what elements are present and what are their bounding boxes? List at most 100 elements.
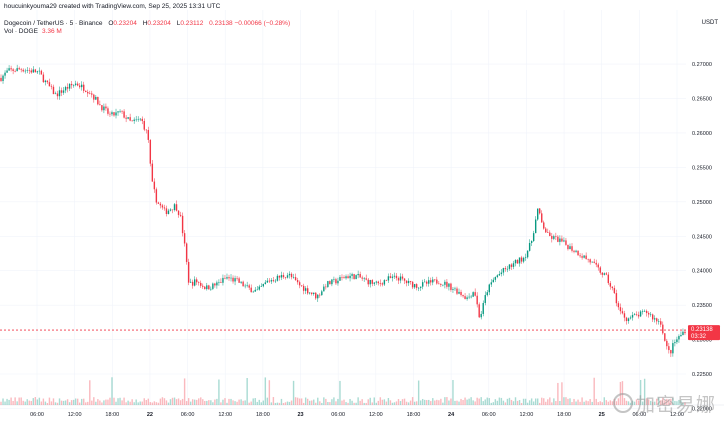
volume-bar [605, 400, 608, 405]
volume-bar [593, 377, 595, 405]
candle-body [4, 72, 6, 76]
volume-bar [498, 397, 501, 405]
candle-body [407, 280, 410, 284]
volume-bar [135, 399, 137, 405]
candle-body [135, 119, 137, 121]
volume-bar [488, 398, 490, 405]
candle-body [240, 281, 242, 283]
candle-body [163, 207, 166, 209]
candle-body [298, 282, 301, 286]
candle-body [379, 283, 382, 284]
volume-bar [244, 400, 246, 405]
volume-bar [302, 402, 305, 405]
volume-bar [274, 402, 277, 405]
price-axis: 0.27000 0.26500 0.26000 0.25500 0.25000 0.245… [692, 62, 712, 412]
volume-bar [343, 399, 345, 405]
candle-body [514, 259, 517, 264]
candle-body [331, 279, 333, 285]
candle-body [317, 294, 319, 299]
candle-body [411, 281, 414, 288]
candle-body [26, 70, 28, 71]
volume-bar [212, 402, 214, 405]
candle-body [68, 83, 71, 89]
candle-body [183, 233, 186, 244]
candle-body [276, 275, 279, 281]
candle-body [171, 209, 174, 211]
candle-body [46, 80, 49, 83]
volume-bar [129, 401, 131, 405]
volume-bar [672, 398, 674, 405]
candle-body [601, 272, 603, 275]
volume-bar [456, 400, 458, 405]
volume-bar [8, 399, 10, 405]
volume-bar [561, 382, 563, 405]
volume-bar [270, 402, 273, 405]
candle-body [208, 285, 210, 290]
candle-body [522, 257, 525, 262]
low-label: L [176, 20, 181, 27]
volume-bar [54, 402, 57, 405]
candle-body [157, 202, 160, 204]
volume-label[interactable]: Vol · DOGE [4, 28, 38, 35]
volume-bar [2, 398, 4, 405]
candle-body [478, 304, 480, 318]
candle-body [613, 288, 616, 294]
candle-body [458, 291, 460, 294]
volume-bar [151, 402, 154, 405]
candle-body [151, 163, 154, 182]
candle-body [325, 286, 327, 288]
volume-bar [292, 380, 295, 405]
high-label: H [142, 20, 148, 27]
volume-bar [587, 401, 589, 405]
volume-bar [78, 402, 81, 405]
price-tick-label: 0.23500 [692, 303, 712, 309]
candle-body [363, 278, 365, 279]
volume-bar [377, 400, 380, 405]
volume-bar [131, 399, 133, 405]
candle-body [40, 70, 43, 75]
volume-bar [536, 398, 539, 405]
volume-bar [452, 380, 454, 405]
volume-bar [206, 400, 208, 405]
high-value: 0.23204 [147, 20, 171, 27]
candle-body [484, 295, 486, 303]
candle-body [450, 283, 452, 290]
candle-body [385, 280, 388, 281]
volume-bar [208, 400, 210, 405]
volume-bar [262, 400, 265, 405]
volume-bar [183, 378, 186, 405]
candle-body [85, 90, 87, 92]
currency-label[interactable]: USDT [701, 20, 718, 26]
candle-body [670, 350, 672, 354]
volume-bar [401, 399, 404, 405]
volume-bars [0, 377, 686, 405]
candle-body [52, 86, 55, 95]
volume-bar [583, 401, 585, 405]
volume-bar [436, 399, 438, 405]
candle-body [649, 314, 652, 316]
symbol-name[interactable]: Dogecoin / TetherUS · 5 · Binance [4, 20, 103, 27]
volume-bar [311, 400, 313, 405]
candle-body [488, 284, 490, 293]
volume-bar [24, 401, 26, 405]
volume-bar [359, 400, 361, 405]
candle-body [668, 346, 670, 351]
volume-bar [268, 380, 271, 405]
candle-body [109, 113, 111, 115]
volume-bar [658, 397, 660, 405]
candle-body [468, 296, 470, 298]
volume-bar [202, 399, 204, 405]
volume-bar [325, 398, 327, 405]
volume-bar [97, 399, 99, 405]
candle-body [480, 313, 482, 318]
candle-body [581, 256, 583, 258]
candle-body [512, 263, 515, 267]
volume-bar [72, 399, 75, 405]
candle-body [432, 279, 434, 283]
chart-credit: houcuinkyouma29 created with TradingView… [4, 3, 221, 10]
volume-bar [664, 400, 666, 405]
volume-bar [260, 402, 262, 405]
candle-body [393, 275, 396, 277]
candle-body [672, 343, 674, 354]
